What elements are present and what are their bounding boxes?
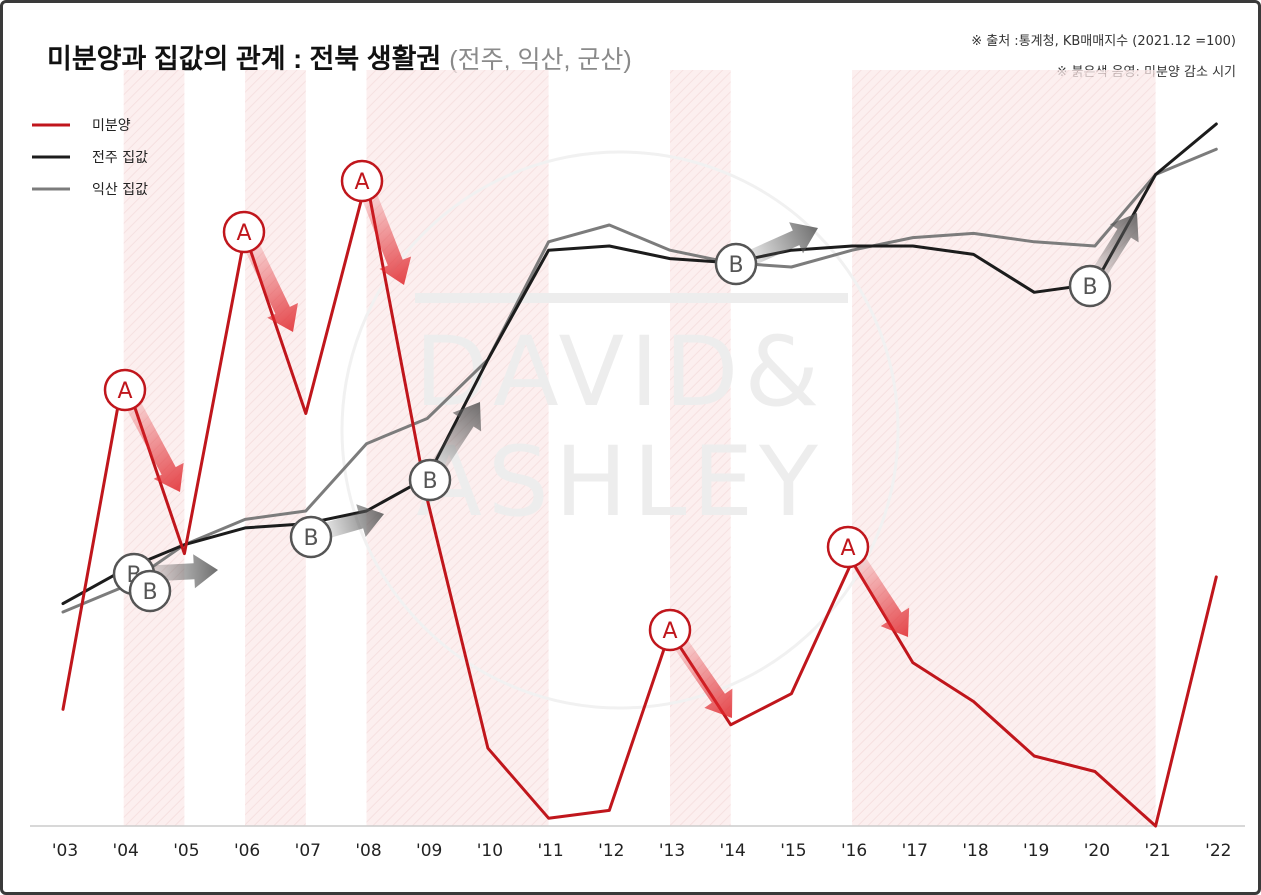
x-tick-label: '10 (477, 841, 503, 861)
x-tick-label: '08 (355, 841, 381, 861)
x-tick-label: '17 (902, 841, 928, 861)
rise-arrow (315, 504, 384, 541)
annotation-b-label: B (303, 526, 318, 551)
x-tick-label: '12 (598, 841, 624, 861)
annotation-b-circle (128, 569, 172, 613)
annotation-a-label: A (236, 221, 251, 246)
legend-label: 익산 집값 (92, 182, 148, 198)
decline-arrow-shape (357, 182, 412, 286)
decline-arrow (357, 182, 412, 286)
rise-arrow (738, 222, 818, 270)
rise-arrow (426, 401, 482, 479)
x-tick-label: '07 (295, 841, 321, 861)
rise-arrow-shape (315, 504, 384, 541)
x-tick-label: '16 (841, 841, 867, 861)
x-tick-label: '18 (962, 841, 988, 861)
watermark-circle (340, 150, 900, 710)
decline-arrow-shape (845, 546, 910, 638)
legend-label: 전주 집값 (92, 150, 148, 166)
annotation-a-circle (648, 608, 692, 652)
source-note: ※ 출처 :통계청, KB매매지수 (2021.12 =100) (971, 34, 1236, 49)
x-tick-label: '19 (1023, 841, 1049, 861)
annotation-a-label: A (354, 170, 369, 195)
annotation-a-circle (103, 368, 147, 412)
decline-arrow-shape (119, 389, 184, 492)
x-tick-label: '20 (1084, 841, 1110, 861)
annotation-b-circle (714, 242, 758, 286)
x-tick-label: '11 (537, 841, 563, 861)
annotation-a-label: A (662, 619, 677, 644)
x-tick-label: '06 (234, 841, 260, 861)
x-tick-label: '14 (720, 841, 746, 861)
x-tick-label: '21 (1144, 841, 1170, 861)
rise-arrow-shape (426, 401, 482, 479)
annotation-a-circle (826, 525, 870, 569)
series-line-iksan (61, 147, 1218, 614)
x-tick-label: '05 (173, 841, 199, 861)
annotation-a-circle (222, 210, 266, 254)
decline-arrow (667, 629, 733, 718)
x-tick-label: '22 (1205, 841, 1231, 861)
rise-arrow-shape (738, 222, 818, 270)
annotation-b-circle (289, 515, 333, 559)
decline-arrow-shape (667, 629, 733, 718)
decline-arrow (119, 389, 184, 492)
decline-arrow-shape (239, 232, 298, 333)
annotation-b-circle (408, 458, 452, 502)
x-tick-label: '13 (659, 841, 685, 861)
annotation-a-label: A (117, 379, 132, 404)
annotation-b-label: B (142, 580, 157, 605)
series-line-jeonju (61, 122, 1218, 606)
annotation-a-label: A (840, 536, 855, 561)
decline-arrow (239, 232, 298, 333)
annotation-b-circle (1068, 264, 1112, 308)
shaded-period (245, 70, 306, 826)
x-tick-label: '03 (52, 841, 78, 861)
decline-arrow (845, 546, 910, 638)
chart-title: 미분양과 집값의 관계 : 전북 생활권 (전주, 익산, 군산) (47, 37, 632, 76)
x-tick-label: '15 (780, 841, 806, 861)
annotation-b-label: B (422, 469, 437, 494)
annotation-b-label: B (728, 253, 743, 278)
chart-title-sub: (전주, 익산, 군산) (449, 46, 632, 74)
x-tick-label: '09 (416, 841, 442, 861)
shaded-period (852, 70, 1156, 826)
annotation-b-label: B (1082, 275, 1097, 300)
watermark-text-2: ASHLEY (416, 426, 824, 538)
x-tick-label: '04 (113, 841, 139, 861)
legend-label: 미분양 (92, 118, 131, 134)
chart-title-main: 미분양과 집값의 관계 : 전북 생활권 (47, 44, 442, 74)
annotation-a-circle (340, 159, 384, 203)
